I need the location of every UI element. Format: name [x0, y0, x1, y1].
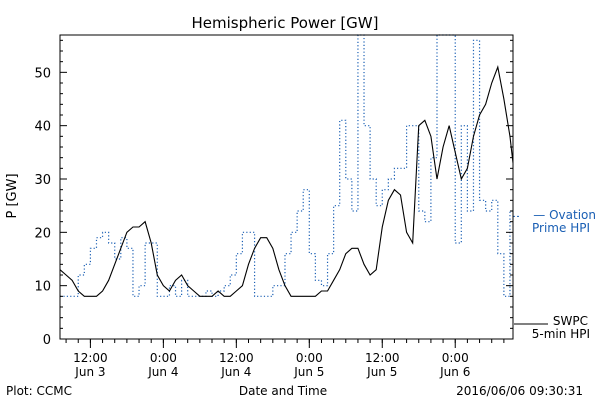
x-tick-label-time-3: 0:00 — [296, 351, 323, 365]
y-tick-label-10: 10 — [34, 280, 51, 295]
x-tick-label-date-3: Jun 5 — [293, 365, 324, 379]
y-tick-label-30: 30 — [34, 173, 51, 188]
footer-left: Plot: CCMC — [6, 384, 72, 398]
footer-right: 2016/06/06 09:30:31 — [456, 384, 583, 398]
series-swpc-line — [59, 64, 514, 297]
x-tick-label-time-5: 0:00 — [442, 351, 469, 365]
x-tick-label-date-1: Jun 4 — [147, 365, 178, 379]
x-tick-label-date-0: Jun 3 — [74, 365, 105, 379]
plot-area — [59, 34, 521, 297]
y-tick-label-0: 0 — [43, 333, 51, 348]
x-tick-label-time-1: 0:00 — [150, 351, 177, 365]
legend-ovation-line1: — Ovation — [533, 208, 596, 222]
plot-frame — [59, 34, 514, 340]
legend-ovation-line2: Prime HPI — [532, 221, 590, 235]
y-tick-label-40: 40 — [34, 120, 51, 135]
series-ovation-line — [60, 34, 513, 297]
x-tick-label-time-0: 12:00 — [73, 351, 108, 365]
x-tick-label-date-4: Jun 5 — [366, 365, 397, 379]
legend-swpc-line1: SWPC — [553, 314, 588, 328]
y-axis-label: P [GW] — [5, 173, 20, 218]
x-tick-label-date-5: Jun 6 — [439, 365, 470, 379]
x-axis-label: Date and Time — [239, 384, 327, 398]
y-tick-label-50: 50 — [34, 66, 51, 81]
x-tick-label-time-2: 12:00 — [219, 351, 254, 365]
legend-swpc-line2: 5-min HPI — [532, 327, 590, 341]
x-tick-label-time-4: 12:00 — [365, 351, 400, 365]
x-tick-label-date-2: Jun 4 — [220, 365, 251, 379]
y-tick-label-20: 20 — [34, 226, 51, 241]
chart-title: Hemispheric Power [GW] — [192, 14, 379, 32]
